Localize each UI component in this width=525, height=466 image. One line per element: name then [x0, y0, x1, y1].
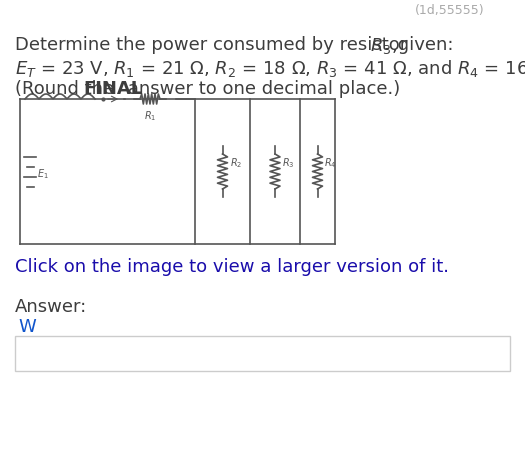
- Text: $R_1$: $R_1$: [144, 109, 156, 123]
- Text: Answer:: Answer:: [15, 298, 87, 316]
- Text: (1d,55555): (1d,55555): [415, 4, 485, 17]
- Text: FINAL: FINAL: [83, 80, 142, 98]
- Text: $E_1$: $E_1$: [37, 168, 49, 181]
- Text: Click on the image to view a larger version of it.: Click on the image to view a larger vers…: [15, 258, 449, 276]
- Text: W: W: [18, 318, 36, 336]
- Text: $R_2$: $R_2$: [229, 157, 242, 171]
- Text: (Round the: (Round the: [15, 80, 120, 98]
- Text: $R_{3}$,: $R_{3}$,: [370, 36, 397, 56]
- Text: $R_3$: $R_3$: [282, 157, 295, 171]
- Text: Determine the power consumed by resistor: Determine the power consumed by resistor: [15, 36, 413, 54]
- FancyBboxPatch shape: [15, 336, 510, 371]
- Text: answer to one decimal place.): answer to one decimal place.): [122, 80, 400, 98]
- Text: given:: given:: [392, 36, 454, 54]
- Text: $R_4$: $R_4$: [324, 157, 337, 171]
- Text: $E_T$ = 23 V, $R_1$ = 21 Ω, $R_2$ = 18 Ω, $R_3$ = 41 Ω, and $R_4$ = 16 Ω: $E_T$ = 23 V, $R_1$ = 21 Ω, $R_2$ = 18 Ω…: [15, 58, 525, 79]
